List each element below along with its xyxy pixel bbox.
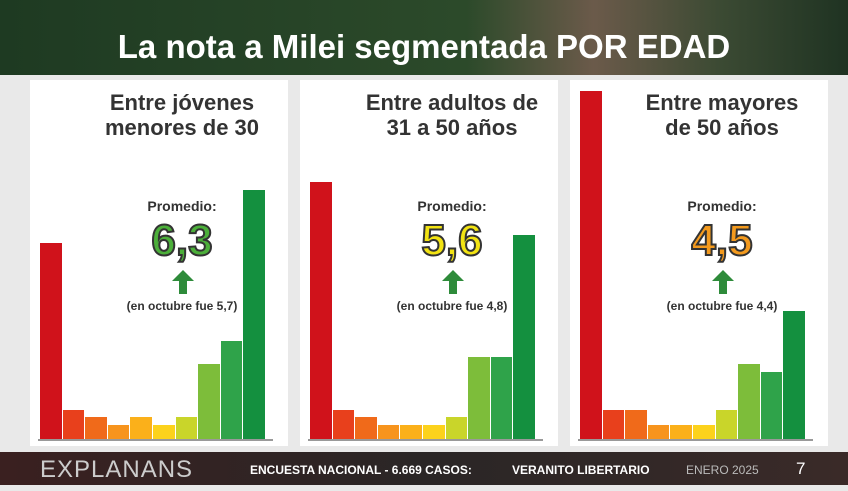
arrow-icon <box>172 270 194 294</box>
bar <box>513 235 535 440</box>
bar <box>40 242 62 440</box>
bar <box>153 424 175 440</box>
banner <box>0 0 848 75</box>
bar <box>693 424 715 440</box>
note: (en octubre fue 4,4) <box>666 299 778 313</box>
bar <box>715 409 738 440</box>
bar <box>243 189 265 440</box>
bar <box>580 91 602 440</box>
panel-title: Entre adultos de 31 a 50 años <box>365 90 539 140</box>
arrow-icon <box>442 270 464 294</box>
baseline <box>38 439 273 441</box>
note: (en octubre fue 5,7) <box>126 299 238 313</box>
chart-panel: Entre adultos de 31 a 50 años Promedio: 5,… <box>300 80 558 446</box>
arrow-up <box>442 270 464 299</box>
chart-panel: Entre jóvenes menores de 30 Promedio: 6,3 (… <box>30 80 288 446</box>
bar <box>377 424 400 440</box>
arrow-up <box>712 270 734 299</box>
bar <box>400 424 422 440</box>
survey: ENCUESTA NACIONAL - 6.669 CASOS: <box>250 463 472 477</box>
bar <box>220 341 243 440</box>
chart-panel: Entre mayores de 50 años Promedio: 4,5 (en … <box>570 80 828 446</box>
bar <box>175 417 198 440</box>
baseline <box>308 439 543 441</box>
bar <box>490 356 513 440</box>
bar <box>783 311 805 440</box>
bar <box>130 417 152 440</box>
note: (en octubre fue 4,8) <box>396 299 508 313</box>
bar <box>760 371 783 440</box>
bar <box>738 364 760 440</box>
bar <box>198 364 220 440</box>
bar <box>670 424 692 440</box>
date: ENERO 2025 <box>686 463 759 477</box>
average-label: Promedio: <box>687 198 757 214</box>
bar <box>355 417 377 440</box>
panel-title: Entre mayores de 50 años <box>645 90 799 140</box>
average: 5,6 <box>420 215 483 266</box>
brand: EXPLANANS <box>40 456 194 483</box>
baseline <box>578 439 813 441</box>
panel-title: Entre jóvenes menores de 30 <box>104 90 260 140</box>
bar <box>625 409 647 440</box>
title: La nota a Milei segmentada POR EDAD <box>117 28 731 65</box>
bar <box>107 424 130 440</box>
arrow-up <box>172 270 194 299</box>
arrow-icon <box>712 270 734 294</box>
bar <box>468 356 490 440</box>
survey-name: VERANITO LIBERTARIO <box>512 463 650 477</box>
bar <box>445 417 468 440</box>
bar <box>85 417 107 440</box>
bar <box>332 409 355 440</box>
bar <box>62 409 85 440</box>
bar <box>647 424 670 440</box>
bar <box>423 424 445 440</box>
average: 4,5 <box>690 215 753 266</box>
average-label: Promedio: <box>147 198 217 214</box>
bar <box>310 182 332 440</box>
footer: EXPLANANS ENCUESTA NACIONAL - 6.669 CASO… <box>0 452 848 485</box>
page-number: 7 <box>796 459 806 478</box>
bar <box>602 409 625 440</box>
average: 6,3 <box>150 215 213 266</box>
average-label: Promedio: <box>417 198 487 214</box>
